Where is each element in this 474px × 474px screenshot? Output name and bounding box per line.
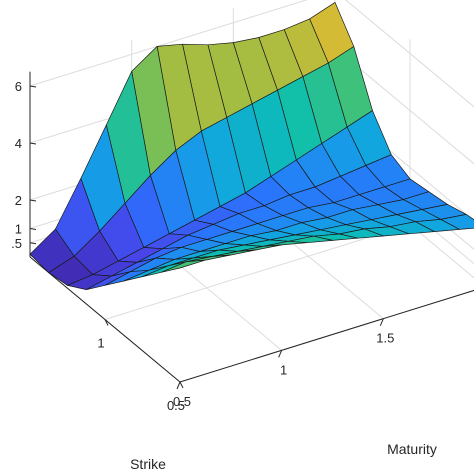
- surface: [29, 2, 474, 290]
- x-tick: [104, 319, 109, 326]
- axis-lines: [29, 71, 474, 390]
- surface-patch: [160, 259, 206, 273]
- z-tick: [29, 228, 37, 230]
- y-tick: [176, 381, 181, 390]
- z-tick: [29, 85, 37, 88]
- z-tick-label: 1: [15, 222, 22, 237]
- z-tick: [29, 199, 37, 202]
- x-tick-label: 1: [97, 336, 104, 351]
- x-tick: [179, 381, 184, 389]
- z-tick: [29, 242, 37, 245]
- y-tick-label: 0.5: [173, 394, 191, 409]
- x-axis-label: Strike: [130, 456, 166, 472]
- z-tick: [29, 142, 37, 145]
- y-axis-label: Maturity: [387, 441, 437, 457]
- y-axis-line: [179, 289, 474, 383]
- z-tick-label: .5: [11, 236, 22, 251]
- x-tick-label: 0.5: [167, 398, 185, 413]
- y-tick: [278, 350, 283, 358]
- x-floor-gridline: [104, 224, 411, 320]
- y-tick-label: 1: [280, 362, 287, 377]
- z-tick-label: 4: [15, 136, 22, 151]
- z-tick-label: 2: [15, 193, 22, 208]
- y-tick: [379, 318, 384, 326]
- z-tick-label: 6: [15, 79, 22, 94]
- y-tick-label: 1.5: [376, 331, 394, 346]
